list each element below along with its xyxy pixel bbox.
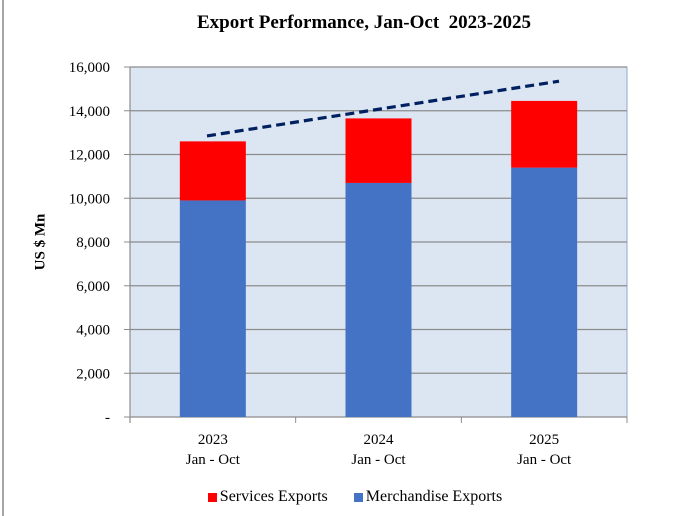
x-label-year: 2025 [529,432,559,448]
merchandise-swatch-icon [353,492,363,502]
bar-merchandise-exports [345,182,412,417]
x-label-year: 2023 [198,432,228,448]
chart-title: Export Performance, Jan-Oct 2023-2025 [196,12,531,33]
bar-merchandise-exports [511,167,578,417]
legend-label-services: Services Exports [219,488,328,505]
y-tick-label: 8,000 [76,235,110,251]
legend: Services Exports Merchandise Exports [0,488,700,506]
legend-label-merchandise: Merchandise Exports [365,488,503,505]
bar-services-exports [511,100,578,168]
y-tick-label: 12,000 [69,148,110,164]
legend-item-services: Services Exports [207,488,328,506]
y-tick-label: 16,000 [69,60,110,76]
bar-services-exports [345,118,412,183]
x-label-period: Jan - Oct [186,452,241,468]
x-label-period: Jan - Oct [517,452,572,468]
y-tick-label: - [105,410,110,426]
left-border [2,0,4,516]
y-tick-label: 2,000 [76,366,110,382]
x-label-period: Jan - Oct [351,452,406,468]
y-tick-label: 10,000 [69,191,110,207]
services-swatch-icon [207,492,217,502]
bar-merchandise-exports [179,200,246,417]
bar-services-exports [179,141,246,201]
y-tick-label: 6,000 [76,279,110,295]
x-label-year: 2024 [364,432,395,448]
y-tick-label: 4,000 [76,323,110,339]
legend-item-merchandise: Merchandise Exports [353,488,503,506]
trendline [206,79,560,138]
y-tick-label: 14,000 [69,104,110,120]
